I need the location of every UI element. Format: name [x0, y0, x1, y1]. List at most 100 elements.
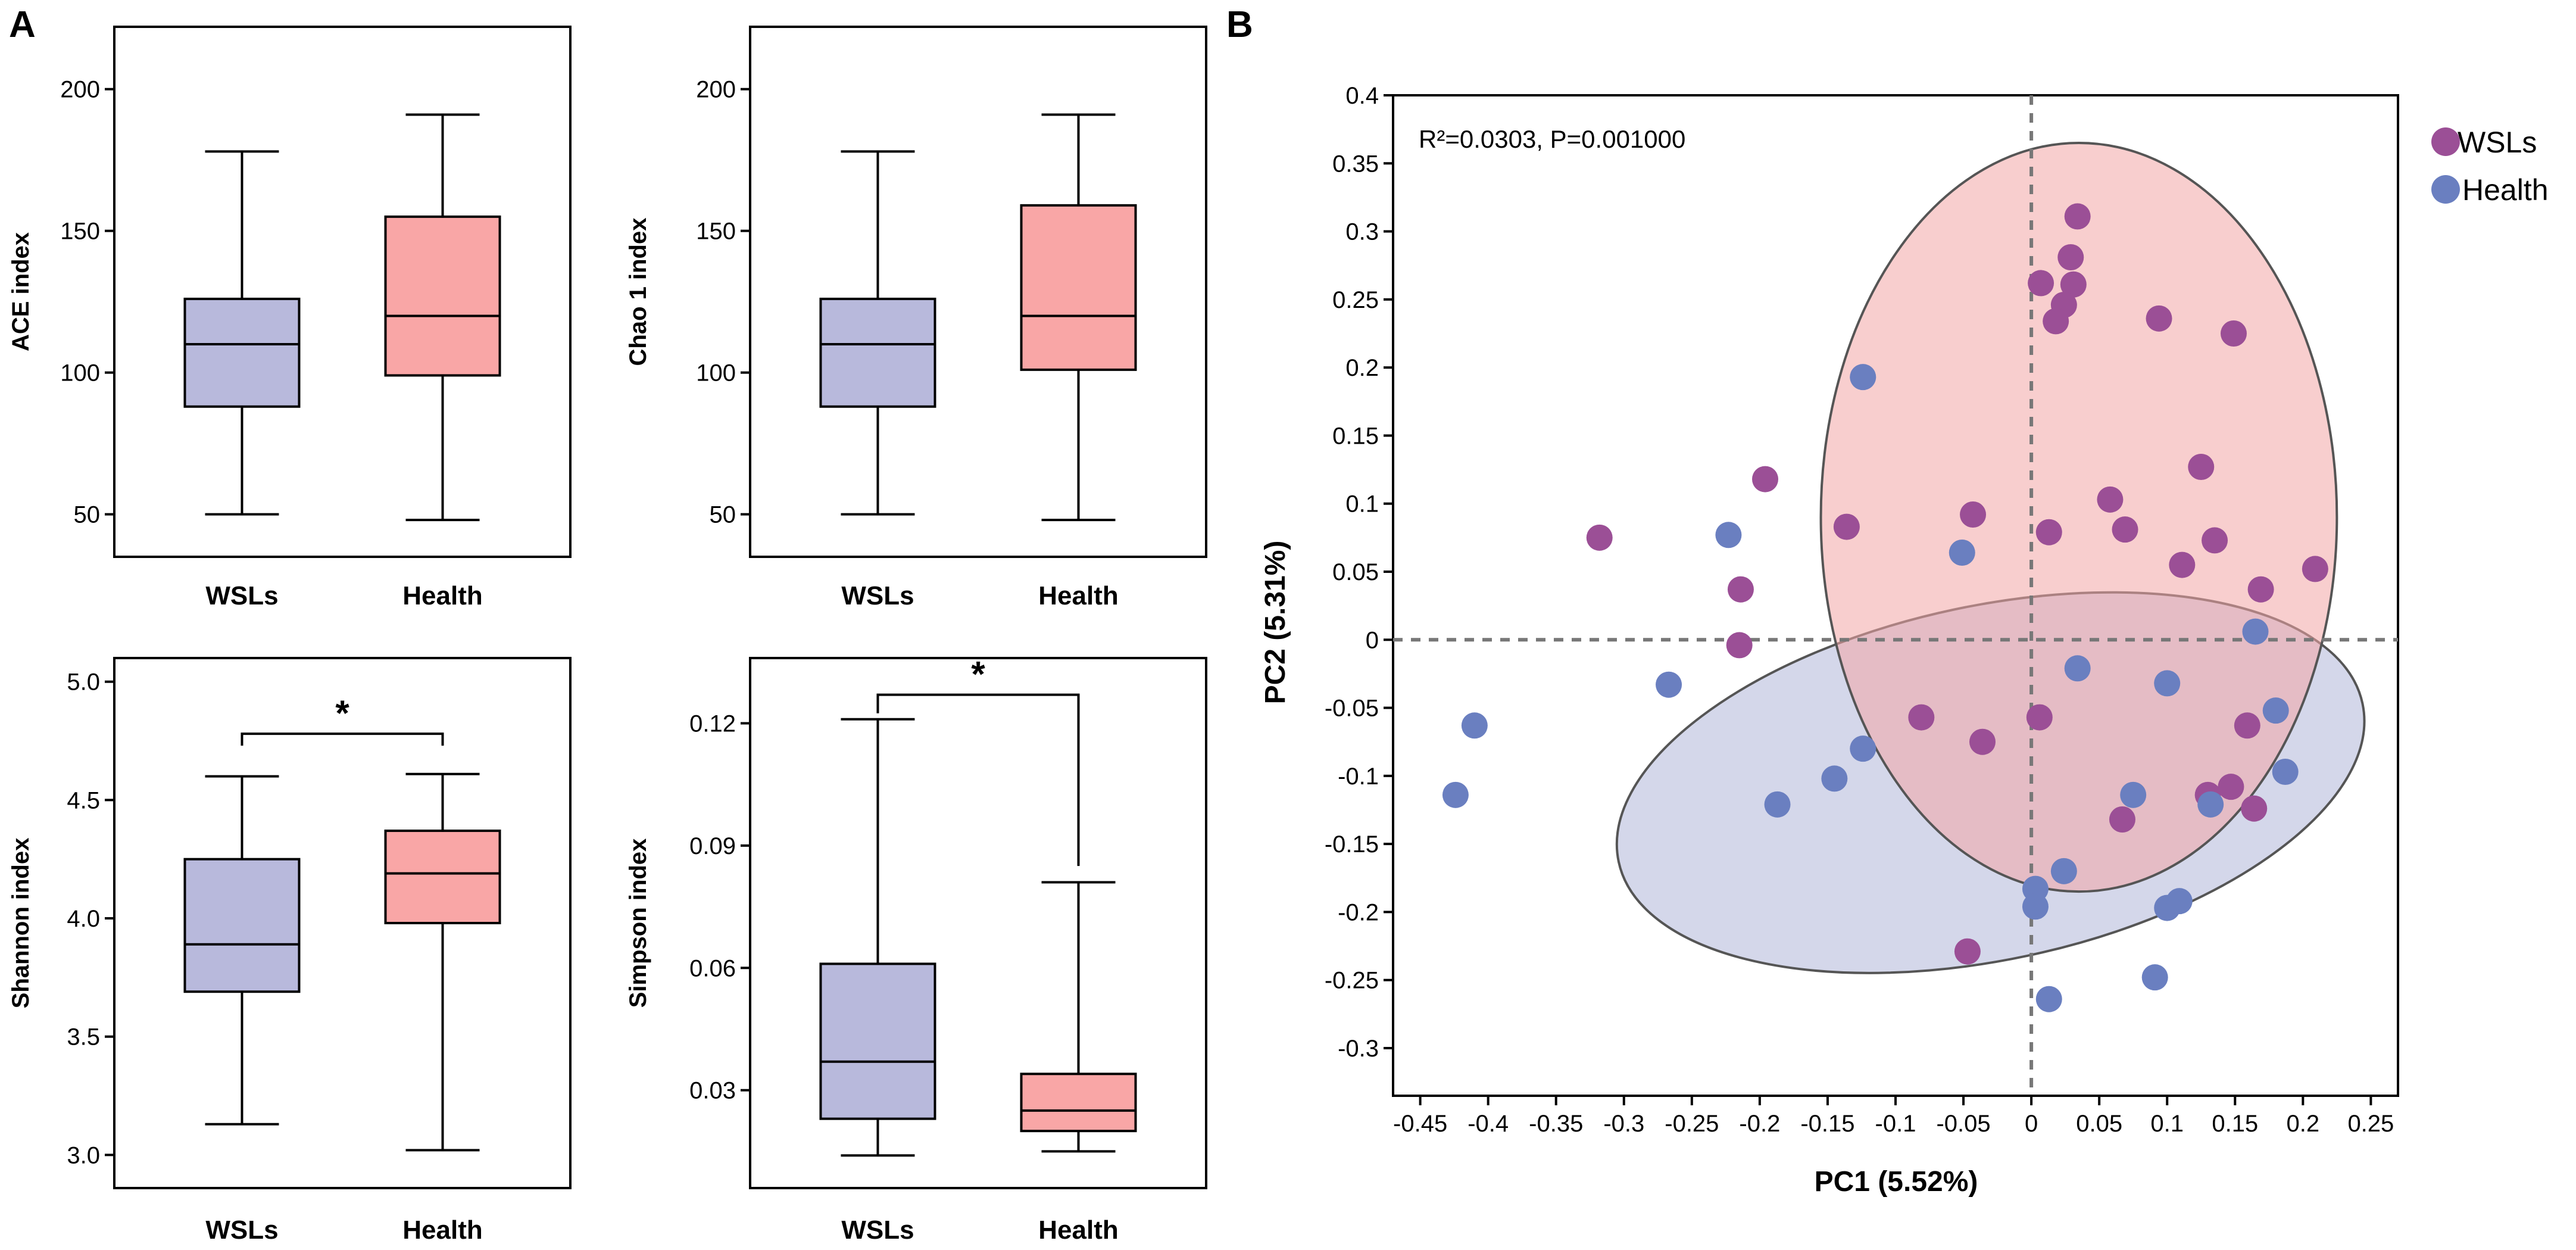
pcoa-wsls-point: [2202, 527, 2228, 554]
pcoa-y-axis-title: PC2 (5.31%): [1260, 541, 1291, 705]
pcoa-health-point: [2166, 888, 2193, 915]
shannon-y-tick-label: 4.0: [67, 906, 100, 932]
pcoa-wsls-point: [2188, 454, 2215, 480]
pcoa-x-tick-label: -0.4: [1467, 1111, 1509, 1137]
shannon-wsls-category-label: WSLs: [205, 1215, 278, 1245]
legend-health-marker: [2431, 175, 2460, 204]
pcoa-x-tick-label: -0.1: [1875, 1111, 1916, 1137]
shannon-y-tick-label: 3.5: [67, 1024, 100, 1051]
pcoa-wsls-point: [2060, 271, 2087, 298]
ace-wsls-box: [183, 297, 301, 408]
pcoa-scatter-plot: -0.45 -0.4 -0.35 -0.3 -0.25 -0.2 -0.15 -0.1 -0.0…: [1260, 83, 2549, 1198]
chao1-y-tick-label: 100: [696, 360, 736, 386]
pcoa-health-point: [2022, 893, 2049, 920]
ace-boxplot: 50 100 150 200 ACE index WSLs Health: [8, 26, 572, 610]
shannon-y-tick-label: 3.0: [67, 1142, 100, 1168]
pcoa-y-tick-label: 0.35: [1332, 151, 1379, 177]
shannon-y-tick-label: 4.5: [67, 787, 100, 813]
pcoa-y-tick-label: -0.2: [1338, 899, 1379, 925]
pcoa-x-tick-label: 0.1: [2150, 1111, 2184, 1137]
pcoa-wsls-point: [2234, 712, 2260, 739]
pcoa-health-point: [1850, 735, 1876, 762]
simpson-significance-star: *: [971, 654, 985, 694]
chao1-frame: [749, 26, 1207, 558]
pcoa-x-tick-label: -0.05: [1936, 1111, 1990, 1137]
pcoa-wsls-point: [1726, 632, 1753, 659]
simpson-boxplot: 0.03 0.06 0.09 0.12 Simpson index WSLs Health *: [625, 654, 1207, 1245]
pcoa-x-tick-label: -0.3: [1603, 1111, 1644, 1137]
simpson-y-tick-label: 0.06: [689, 955, 736, 981]
pcoa-wsls-point: [2112, 516, 2138, 543]
ace-y-axis-title: ACE index: [8, 232, 34, 351]
pcoa-wsls-point: [2109, 806, 2135, 833]
ace-wsls-category-label: WSLs: [205, 581, 278, 610]
pcoa-health-point: [1461, 712, 1488, 739]
pcoa-wsls-point: [2097, 486, 2124, 513]
pcoa-y-tick-label: 0.25: [1332, 287, 1379, 313]
pcoa-health-point: [1442, 781, 1469, 808]
pcoa-y-tick-label: 0.05: [1332, 559, 1379, 585]
simpson-wsls-box: [819, 962, 936, 1120]
pcoa-health-point: [1949, 540, 1975, 566]
shannon-health-category-label: Health: [402, 1215, 482, 1245]
simpson-y-tick-label: 0.03: [689, 1078, 736, 1104]
shannon-y-tick-label: 5.0: [67, 669, 100, 696]
pcoa-health-point: [2050, 858, 2077, 884]
pcoa-wsls-point: [2241, 795, 2268, 822]
legend-wsls-marker: [2431, 127, 2460, 156]
chao1-health-box: [1020, 204, 1137, 371]
pcoa-wsls-point: [2302, 556, 2328, 582]
pcoa-wsls-point: [1586, 524, 1613, 551]
pcoa-y-tick-label: 0: [1366, 627, 1379, 653]
pcoa-health-point: [2141, 964, 2168, 991]
simpson-y-tick-label: 0.09: [689, 833, 736, 859]
pcoa-y-tick-label: -0.25: [1325, 968, 1379, 994]
pcoa-x-tick-label: 0.15: [2212, 1111, 2258, 1137]
simpson-y-axis-title: Simpson index: [625, 838, 651, 1008]
ace-frame: [113, 26, 572, 558]
pcoa-wsls-point: [2247, 576, 2274, 603]
pcoa-health-point: [2197, 791, 2224, 818]
panel-label-b: B: [1226, 4, 1253, 45]
pcoa-health-point: [1715, 522, 1742, 548]
chao1-wsls-box: [819, 297, 936, 408]
pcoa-wsls-point: [2218, 774, 2244, 800]
pcoa-wsls-point: [2026, 704, 2053, 731]
legend-wsls-label: WSLs: [2458, 126, 2537, 159]
pcoa-x-tick-label: -0.25: [1665, 1111, 1719, 1137]
simpson-frame: [749, 657, 1207, 1189]
ace-y-tick-label: 200: [60, 77, 100, 103]
pcoa-health-point: [2272, 759, 2299, 785]
panel-label-a: A: [9, 4, 36, 45]
pcoa-wsls-point: [1908, 704, 1935, 731]
legend-health-label: Health: [2462, 173, 2549, 207]
ace-health-category-label: Health: [402, 581, 482, 610]
simpson-wsls-category-label: WSLs: [841, 1215, 914, 1245]
pcoa-health-point: [1850, 364, 1876, 391]
pcoa-x-tick-label: -0.15: [1800, 1111, 1854, 1137]
pcoa-health-point: [2262, 697, 2289, 724]
chao1-y-tick-label: 200: [696, 77, 736, 103]
pcoa-health-point: [1821, 765, 1848, 792]
pcoa-wsls-point: [2043, 308, 2069, 335]
shannon-boxplot: 3.0 3.5 4.0 4.5 5.0 Shannon index WSLs Health *: [8, 657, 572, 1245]
shannon-significance-bracket: [241, 732, 444, 746]
pcoa-wsls-point: [1954, 938, 1981, 965]
pcoa-y-tick-label: 0.15: [1332, 423, 1379, 449]
pcoa-x-tick-label: 0.25: [2347, 1111, 2394, 1137]
chao1-y-axis-title: Chao 1 index: [625, 218, 651, 366]
pcoa-health-point: [2120, 781, 2147, 808]
shannon-frame: [113, 657, 572, 1189]
pcoa-health-point: [1764, 791, 1791, 818]
pcoa-wsls-point: [2035, 519, 2062, 545]
pcoa-y-tick-label: -0.3: [1338, 1036, 1379, 1062]
ace-health-box: [384, 215, 501, 377]
chao1-boxplot: 50 100 150 200 Chao 1 index WSLs Health: [625, 26, 1207, 610]
shannon-y-axis-title: Shannon index: [8, 838, 34, 1009]
pcoa-y-tick-label: 0.3: [1345, 219, 1379, 245]
chao1-health-category-label: Health: [1038, 581, 1118, 610]
pcoa-x-tick-label: 0.2: [2287, 1111, 2320, 1137]
pcoa-y-tick-label: 0.2: [1345, 355, 1379, 381]
pcoa-x-tick-label: 0.05: [2076, 1111, 2122, 1137]
